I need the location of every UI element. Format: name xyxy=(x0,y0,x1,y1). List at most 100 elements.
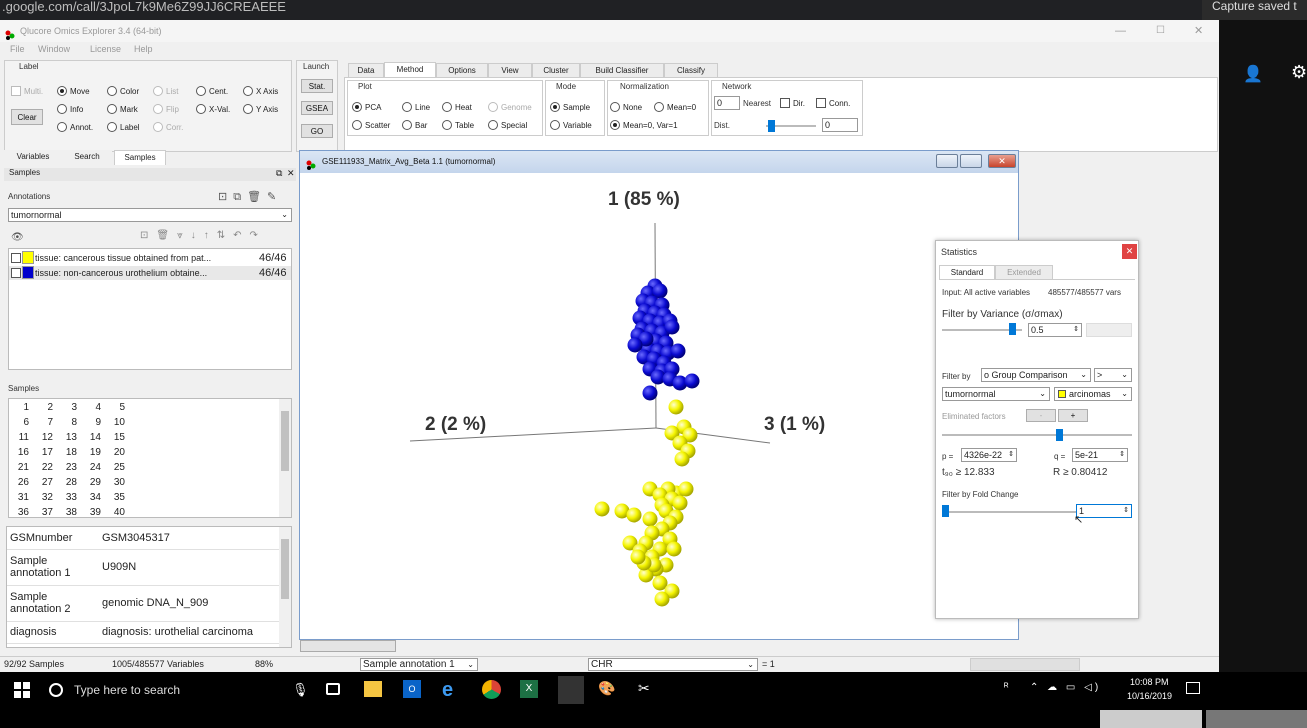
sample-cell[interactable]: 13 xyxy=(65,432,77,443)
sample-point[interactable] xyxy=(664,319,680,335)
close-icon[interactable]: ✕ xyxy=(1194,25,1204,37)
variance-slider-track[interactable] xyxy=(942,329,1022,331)
list-radio[interactable]: List xyxy=(153,86,178,96)
chr-select[interactable]: CHR ⌄ xyxy=(588,658,758,671)
yaxis-radio[interactable]: Y Axis xyxy=(243,104,278,114)
menu-license[interactable]: License xyxy=(90,44,122,54)
outlook-icon[interactable]: O xyxy=(403,680,421,698)
stat-button[interactable]: Stat. xyxy=(301,79,333,93)
genome-radio[interactable]: Genome xyxy=(488,102,532,112)
sample-point[interactable] xyxy=(664,583,680,599)
file-explorer-icon[interactable] xyxy=(364,681,382,697)
clock-time[interactable]: 10:08 PM xyxy=(1130,677,1169,687)
sample-cell[interactable]: 20 xyxy=(113,447,125,458)
filter-method-select[interactable]: o Group Comparison ⌄ xyxy=(981,368,1091,382)
qlucore-icon[interactable] xyxy=(558,676,584,704)
xval-radio[interactable]: X-Val. xyxy=(196,104,230,114)
tab-data[interactable]: Data xyxy=(348,63,384,78)
excel-icon[interactable]: X xyxy=(520,680,538,698)
sample-point[interactable] xyxy=(664,425,680,441)
special-radio[interactable]: Special xyxy=(488,120,527,130)
plot-maximize-button[interactable] xyxy=(960,154,982,168)
sample-point[interactable] xyxy=(594,501,610,517)
tab-build-classifier[interactable]: Build Classifier xyxy=(580,63,664,78)
people-icon[interactable]: ᴿ xyxy=(1004,682,1009,693)
conn-checkbox[interactable]: Conn. xyxy=(816,98,850,108)
sample-point[interactable] xyxy=(652,283,668,299)
sample-point[interactable] xyxy=(670,343,686,359)
fold-change-spinner[interactable]: 1 ⇕ xyxy=(1076,504,1132,518)
sample-point[interactable] xyxy=(614,503,630,519)
sample-cell[interactable]: 32 xyxy=(41,492,53,503)
sample-cell[interactable]: 40 xyxy=(113,507,125,518)
table-radio[interactable]: Table xyxy=(442,120,474,130)
dist-slider-track[interactable] xyxy=(766,125,816,127)
clear-button[interactable]: Clear xyxy=(11,109,43,125)
tab-options[interactable]: Options xyxy=(436,63,488,78)
mean0-radio[interactable]: Mean=0 xyxy=(654,102,696,112)
sample-cell[interactable]: 24 xyxy=(89,462,101,473)
sample-cell[interactable]: 2 xyxy=(47,402,53,413)
sample-point[interactable] xyxy=(678,481,694,497)
legend-row[interactable]: tissue: cancerous tissue obtained from p… xyxy=(9,251,291,265)
group-dropdown[interactable]: arcinomas ⌄ xyxy=(1054,387,1132,401)
sample-point[interactable] xyxy=(666,541,682,557)
color-radio[interactable]: Color xyxy=(107,86,139,96)
legend-checkbox[interactable] xyxy=(11,253,21,263)
sample-point[interactable] xyxy=(642,385,658,401)
sample-cell[interactable]: 39 xyxy=(89,507,101,518)
sample-point[interactable] xyxy=(654,591,670,607)
gear-icon[interactable]: ⚙ xyxy=(1291,62,1307,82)
snipping-tool-icon[interactable]: ✂ xyxy=(638,680,650,696)
sample-cell[interactable]: 6 xyxy=(23,417,29,428)
gsea-button[interactable]: GSEA xyxy=(301,101,333,115)
sample-cell[interactable]: 21 xyxy=(17,462,29,473)
bar-radio[interactable]: Bar xyxy=(402,120,427,130)
sample-point[interactable] xyxy=(674,451,690,467)
windows-start-icon[interactable] xyxy=(14,682,30,698)
edge-icon[interactable]: e xyxy=(442,679,454,701)
plot-close-button[interactable]: ✕ xyxy=(988,154,1016,168)
sample-radio[interactable]: Sample xyxy=(550,102,590,112)
sample-cell[interactable]: 16 xyxy=(17,447,29,458)
eliminated-slider-thumb[interactable] xyxy=(1056,429,1063,441)
eliminated-plus-button[interactable]: + xyxy=(1058,409,1088,422)
system-tray-icons[interactable]: ⌃ ☁ ▭ ◁) xyxy=(1030,682,1102,693)
sample-point[interactable] xyxy=(652,575,668,591)
sample-point[interactable] xyxy=(650,369,666,385)
nearest-spinner[interactable]: 0 xyxy=(714,96,740,110)
chrome-icon[interactable] xyxy=(482,680,501,699)
variance-slider-thumb[interactable] xyxy=(1009,323,1016,335)
tab-view[interactable]: View xyxy=(488,63,532,78)
plot-minimize-button[interactable] xyxy=(936,154,958,168)
sample-cell[interactable]: 27 xyxy=(41,477,53,488)
sample-cell[interactable]: 29 xyxy=(89,477,101,488)
sample-cell[interactable]: 7 xyxy=(47,417,53,428)
meanvar-radio[interactable]: Mean=0, Var=1 xyxy=(610,120,678,130)
annotation-dropdown[interactable]: tumornormal ⌄ xyxy=(942,387,1050,401)
sample-cell[interactable]: 8 xyxy=(71,417,77,428)
sample-cell[interactable]: 18 xyxy=(65,447,77,458)
grid-scrollbar[interactable] xyxy=(279,399,291,517)
menu-window[interactable]: Window xyxy=(38,44,71,54)
sample-point[interactable] xyxy=(626,507,642,523)
sample-cell[interactable]: 4 xyxy=(95,402,101,413)
sample-point[interactable] xyxy=(630,549,646,565)
tab-method[interactable]: Method xyxy=(384,62,436,77)
label-radio[interactable]: Label xyxy=(107,122,140,132)
pca-plot[interactable] xyxy=(300,173,1018,639)
minimize-icon[interactable]: — xyxy=(1115,25,1126,37)
sample-cell[interactable]: 3 xyxy=(71,402,77,413)
heat-radio[interactable]: Heat xyxy=(442,102,472,112)
q-value-spinner[interactable]: 5e-21 ⇕ xyxy=(1072,448,1128,462)
scatter-radio[interactable]: Scatter xyxy=(352,120,390,130)
sample-cell[interactable]: 37 xyxy=(41,507,53,518)
sample-annotation-select[interactable]: Sample annotation 1 ⌄ xyxy=(360,658,478,671)
eye-icon[interactable]: 👁 xyxy=(11,232,24,243)
fold-slider-track[interactable] xyxy=(942,511,1076,513)
microphone-icon[interactable]: 🎙 xyxy=(292,682,309,697)
sample-cell[interactable]: 30 xyxy=(113,477,125,488)
move-radio[interactable]: Move xyxy=(57,86,90,96)
maximize-icon[interactable]: ☐ xyxy=(1156,25,1165,36)
sample-cell[interactable]: 10 xyxy=(113,417,125,428)
